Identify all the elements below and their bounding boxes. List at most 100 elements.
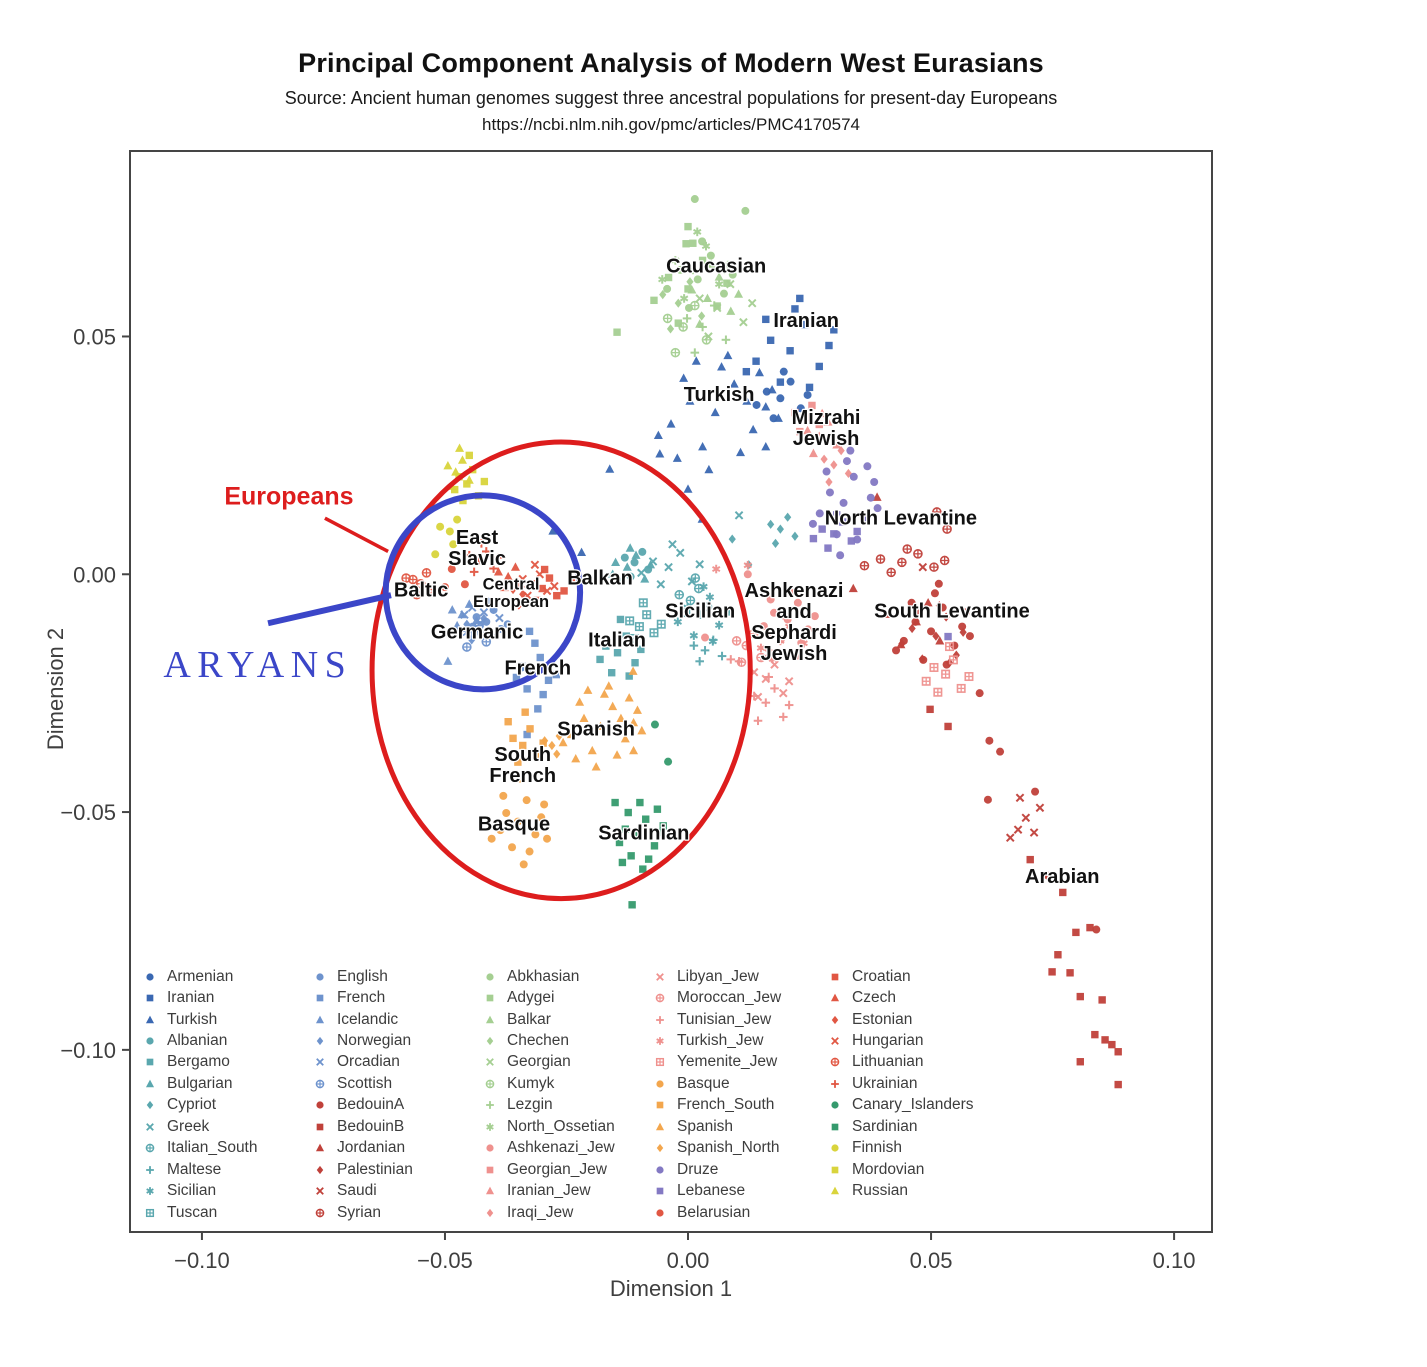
series-Spanish	[558, 666, 647, 771]
series-North_Ossetian	[658, 227, 733, 303]
legend-item-Norwegian: Norwegian	[312, 1030, 413, 1051]
series-BedouinB	[926, 705, 1122, 1089]
plot-border	[129, 150, 1213, 1233]
cluster-label-basque: Basque	[478, 814, 550, 836]
legend-item-Jordanian: Jordanian	[312, 1138, 413, 1159]
europeans-label: Europeans	[224, 482, 353, 510]
y-tick-label: −0.05	[60, 800, 116, 825]
legend-item-label: Lebanese	[677, 1182, 746, 1200]
series-Saudi	[918, 562, 1045, 843]
series-Iranian	[742, 294, 838, 392]
legend-item-label: Lithuanian	[852, 1053, 924, 1071]
legend-item-Greek: Greek	[142, 1116, 258, 1137]
series-Turkish_Jew	[712, 560, 808, 664]
circle-plus-marker-icon	[315, 1079, 325, 1089]
legend-item-Saudi: Saudi	[312, 1180, 413, 1201]
asterisk-marker-icon	[656, 1037, 664, 1045]
series-Sardinian	[611, 798, 667, 909]
legend-item-label: Italian_South	[167, 1139, 258, 1157]
circle-marker-icon	[656, 1208, 664, 1217]
circle-marker-icon	[146, 973, 154, 981]
legend-item-Croatian: Croatian	[827, 966, 973, 987]
series-Italian_South	[674, 573, 713, 618]
legend-item-label: BedouinB	[337, 1117, 405, 1135]
legend-item-label: Turkish_Jew	[677, 1032, 764, 1050]
series-Lebanese	[809, 511, 952, 641]
cluster-label-turkish: Turkish	[684, 384, 755, 406]
legend-item-Iranian_Jew: Iranian_Jew	[482, 1180, 615, 1201]
legend-item-label: Yemenite_Jew	[677, 1053, 778, 1071]
series-Chechen	[659, 264, 706, 334]
series-Druze	[808, 446, 882, 560]
square-marker-icon	[316, 994, 324, 1002]
legend-item-Tunisian_Jew: Tunisian_Jew	[652, 1009, 781, 1030]
square-marker-icon	[831, 973, 839, 981]
series-Armenian	[752, 367, 812, 423]
legend-item-Belarusian: Belarusian	[652, 1202, 781, 1223]
legend-item-label: Russian	[852, 1182, 908, 1200]
legend-item-label: Turkish	[167, 1010, 218, 1028]
legend-item-French_South: French_South	[652, 1095, 781, 1116]
series-Georgian	[695, 265, 757, 341]
series-Bergamo	[596, 615, 645, 680]
legend-item-label: Albanian	[167, 1032, 228, 1050]
legend-item-label: Norwegian	[337, 1032, 412, 1050]
triangle-marker-icon	[145, 1015, 155, 1023]
series-Lithuanian	[401, 568, 438, 600]
triangle-marker-icon	[485, 1186, 495, 1195]
triangle-marker-icon	[830, 1186, 840, 1195]
legend-item-label: Scottish	[337, 1074, 393, 1092]
series-Palestinian	[898, 601, 967, 668]
cluster-label-east-slavic: East Slavic	[448, 527, 506, 570]
legend-item-label: French_South	[677, 1096, 775, 1114]
asterisk-marker-icon	[486, 1122, 494, 1131]
square-marker-icon	[656, 1102, 664, 1109]
aryans-circle	[382, 492, 584, 693]
legend-item-label: Finnish	[852, 1139, 902, 1157]
legend-item-Turkish_Jew: Turkish_Jew	[652, 1030, 781, 1051]
legend-item-Sardinian: Sardinian	[827, 1116, 973, 1137]
series-Ukrainian	[464, 539, 503, 577]
legend-item-Armenian: Armenian	[142, 966, 258, 987]
legend-item-label: Mordovian	[852, 1160, 925, 1178]
legend-item-BedouinA: BedouinA	[312, 1095, 413, 1116]
legend-item-label: Czech	[852, 989, 896, 1007]
series-Greek	[637, 510, 744, 589]
legend-item-Spanish: Spanish	[652, 1116, 781, 1137]
y-tick-label: 0.05	[73, 324, 116, 349]
series-Finnish	[431, 515, 462, 559]
series-Czech	[493, 562, 525, 592]
triangle-marker-icon	[655, 1122, 665, 1131]
series-Scottish	[457, 620, 492, 652]
legend-item-Sicilian: Sicilian	[142, 1180, 258, 1201]
legend-column-2: English French Icelandic Norwegian Orcadian S…	[312, 966, 413, 1223]
square-marker-icon	[146, 994, 154, 1002]
legend-item-label: Bergamo	[167, 1053, 230, 1071]
legend-item-label: Palestinian	[337, 1160, 413, 1178]
legend-item-label: Sicilian	[167, 1182, 217, 1200]
series-Bulgarian	[608, 543, 656, 586]
legend-item-Chechen: Chechen	[482, 1030, 615, 1051]
legend-item-label: English	[337, 967, 388, 985]
legend-item-label: Libyan_Jew	[677, 967, 759, 985]
legend-item-label: Kumyk	[507, 1074, 555, 1092]
legend-item-label: French	[337, 989, 386, 1007]
triangle-marker-icon	[145, 1079, 155, 1088]
legend-item-label: Lezgin	[507, 1096, 553, 1114]
plus-marker-icon	[831, 1080, 839, 1088]
legend-item-label: Maltese	[167, 1160, 222, 1178]
x-marker-icon	[316, 1187, 324, 1195]
legend-item-label: Moroccan_Jew	[677, 989, 782, 1007]
legend: Armenian Iranian Turkish Albanian Bergamo Bul…	[140, 966, 1040, 1226]
legend-item-label: Basque	[677, 1074, 730, 1092]
series-Kumyk	[662, 300, 712, 358]
legend-item-label: Icelandic	[337, 1010, 399, 1028]
y-tick-label: 0.00	[73, 562, 116, 587]
cluster-label-iranian: Iranian	[773, 310, 839, 332]
legend-item-label: Georgian	[507, 1053, 571, 1071]
diamond-marker-icon	[146, 1101, 154, 1110]
circle-marker-icon	[656, 1080, 664, 1088]
cluster-label-balkan: Balkan	[567, 567, 633, 589]
cluster-label-french: French	[504, 658, 571, 680]
